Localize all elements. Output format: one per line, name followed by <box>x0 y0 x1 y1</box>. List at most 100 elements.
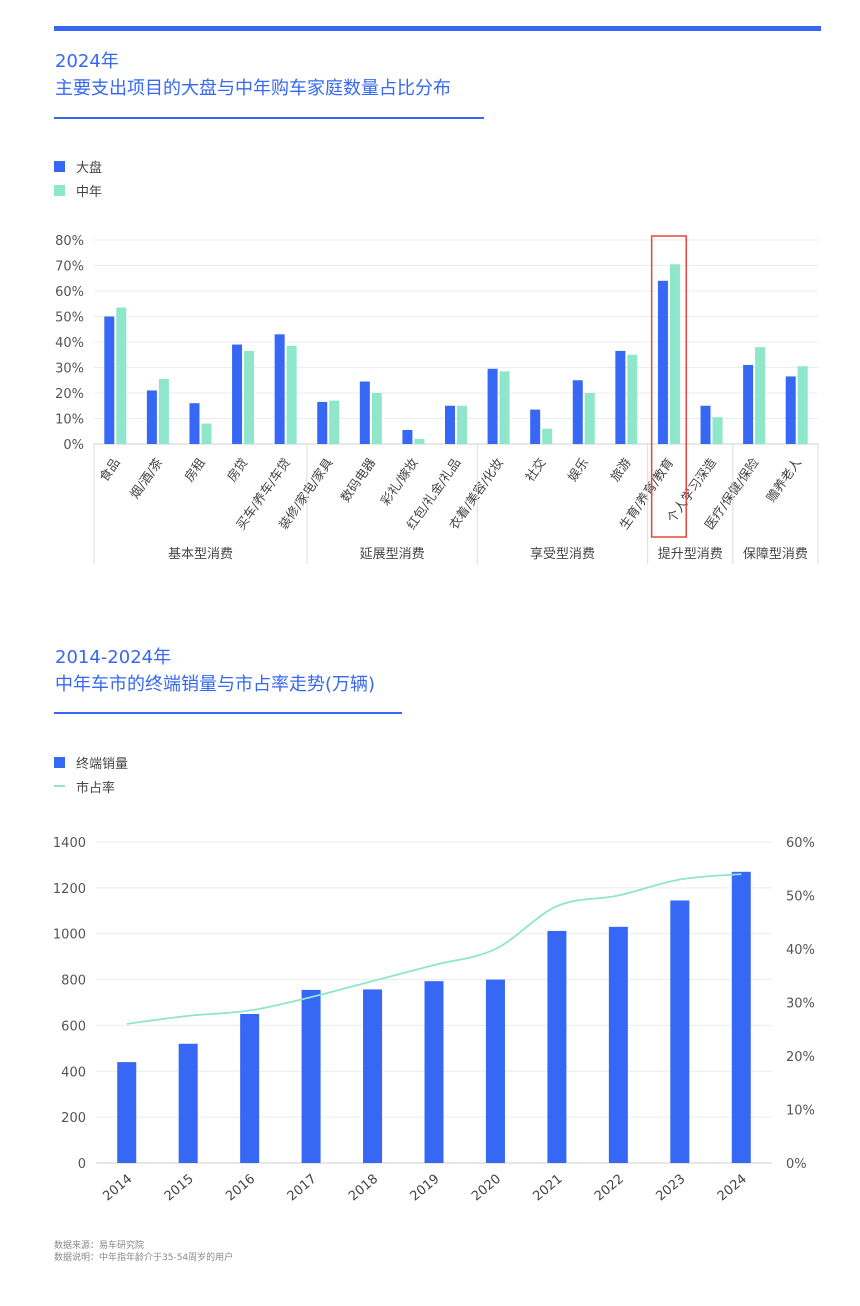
chart1-bar-zhongnian <box>286 345 297 444</box>
chart2-ytick-left-label: 200 <box>61 1111 86 1126</box>
chart1-bar-dapan <box>402 429 413 444</box>
chart1-bar-zhongnian <box>627 354 638 444</box>
chart1-title: 2024年 <box>55 51 119 72</box>
chart2-ytick-left-label: 1400 <box>53 836 86 851</box>
chart2-xtick-label: 2016 <box>223 1172 258 1205</box>
chart1-group-label: 享受型消费 <box>530 546 595 562</box>
chart1-bar-dapan <box>189 403 200 444</box>
legend-label-share: 市占率 <box>76 780 116 796</box>
chart2-xtick-label: 2019 <box>408 1172 443 1205</box>
top-accent-bar <box>54 26 821 31</box>
chart2-bar-sales <box>363 989 383 1163</box>
chart2-xtick-label: 2022 <box>592 1172 627 1205</box>
chart2-xtick-label: 2020 <box>469 1172 504 1205</box>
chart2-xtick-label: 2017 <box>285 1172 320 1205</box>
chart1-svg: 0%10%20%30%40%50%60%70%80%食品 烟/酒/茶 房租 房贷买车/… <box>55 234 819 564</box>
chart2-bar-sales <box>117 1062 137 1163</box>
chart2-ytick-left-label: 1200 <box>53 882 86 897</box>
chart1-bar-dapan <box>487 368 498 444</box>
chart1-ytick-label: 60% <box>55 285 84 300</box>
chart1-bar-zhongnian <box>116 307 127 444</box>
chart1-group-label: 提升型消费 <box>658 546 723 562</box>
chart1-title-underline <box>54 117 484 119</box>
legend-label-sales: 终端销量 <box>76 756 129 772</box>
chart1-bar-zhongnian <box>499 371 510 444</box>
chart2-legend: 终端销量 市占率 <box>54 750 128 798</box>
chart1-bar-dapan <box>445 405 455 444</box>
chart2-title-underline <box>54 712 402 714</box>
chart1-bar-dapan <box>615 350 626 444</box>
legend-item-zhongnian: 中年 <box>54 178 102 202</box>
legend-swatch-zhongnian <box>54 184 65 196</box>
chart2-bar-sales <box>240 1013 260 1163</box>
chart1-bar-zhongnian <box>712 417 723 444</box>
chart2-ytick-right-label: 30% <box>786 997 815 1012</box>
chart1-bar-zhongnian <box>329 400 340 444</box>
chart2-ytick-right-label: 0% <box>786 1157 807 1172</box>
chart1-highlight-box <box>650 235 687 538</box>
chart2-bar-sales <box>178 1043 198 1163</box>
chart1-legend: 大盘 中年 <box>54 154 102 202</box>
chart1-bar-dapan <box>317 401 328 444</box>
chart1-bar-zhongnian <box>414 438 425 444</box>
chart2-ytick-left-label: 1000 <box>53 928 86 943</box>
chart2-title: 2014-2024年 <box>55 647 172 668</box>
chart2-bar-sales <box>731 871 751 1163</box>
legend-swatch-sales <box>54 756 65 768</box>
legend-item-share: 市占率 <box>54 774 128 798</box>
chart1-bar-dapan <box>785 376 796 444</box>
chart1-ytick-label: 50% <box>55 311 84 326</box>
chart2-bar-sales <box>485 979 505 1163</box>
chart1-bar-dapan <box>232 344 243 444</box>
chart1-bar-dapan <box>572 380 583 444</box>
chart1-subtitle: 主要支出项目的大盘与中年购车家庭数量占比分布 <box>55 78 451 99</box>
chart1-bar-dapan <box>700 405 711 444</box>
chart1-title-block: 2024年 主要支出项目的大盘与中年购车家庭数量占比分布 <box>55 48 451 102</box>
chart1-bar-zhongnian <box>158 378 169 444</box>
chart2-bar-sales <box>301 989 321 1163</box>
chart1-group-label: 延展型消费 <box>360 547 425 562</box>
chart2-bar-sales <box>608 926 628 1163</box>
chart2-xtick-label: 2023 <box>653 1172 688 1205</box>
chart1-bar-zhongnian <box>542 428 553 444</box>
chart1-bar-dapan <box>146 390 157 444</box>
chart2-title-block: 2014-2024年 中年车市的终端销量与市占率走势(万辆) <box>55 644 375 698</box>
chart1-bar-dapan <box>359 381 370 444</box>
chart2-ytick-right-label: 20% <box>786 1050 815 1065</box>
chart1-ytick-label: 10% <box>55 413 84 428</box>
chart2-xtick-label: 2024 <box>715 1172 750 1205</box>
legend-label-zhongnian: 中年 <box>76 184 103 200</box>
chart1-bar-zhongnian <box>371 393 382 444</box>
chart1-bar-zhongnian <box>244 350 255 444</box>
chart1-bar-zhongnian <box>797 366 808 444</box>
chart1-group-label: 保障型消费 <box>743 547 808 562</box>
chart2-line-share <box>126 873 742 1025</box>
chart1-bar-dapan <box>657 280 668 444</box>
chart1-bar-zhongnian <box>201 423 212 444</box>
chart1-bar-zhongnian <box>584 393 595 444</box>
chart1-ytick-label: 80% <box>55 234 84 249</box>
chart2-svg: 0 200 400 600 800 1000 1200 1400 0% 10% 20% 30% 40% 5… <box>53 836 815 1205</box>
chart2-subtitle: 中年车市的终端销量与市占率走势(万辆) <box>55 674 376 695</box>
chart1-ytick-label: 40% <box>55 336 84 351</box>
legend-label-dapan: 大盘 <box>76 160 103 176</box>
chart2-xtick-label: 2021 <box>530 1172 565 1205</box>
legend-swatch-share <box>54 785 65 787</box>
chart1-ytick-label: 70% <box>55 260 84 275</box>
chart1-group-label: 基本型消费 <box>168 547 233 562</box>
chart1-ytick-label: 0% <box>63 438 84 453</box>
legend-item-dapan: 大盘 <box>54 154 102 178</box>
chart1-ytick-label: 30% <box>55 362 84 377</box>
chart1-bar-zhongnian <box>755 347 766 444</box>
chart1-bar-dapan <box>530 409 541 444</box>
chart2-ytick-left-label: 800 <box>61 974 86 989</box>
chart1-bar-dapan <box>743 364 754 444</box>
chart2-ytick-left-label: 0 <box>78 1157 86 1172</box>
legend-item-sales: 终端销量 <box>54 750 128 774</box>
chart2-ytick-right-label: 10% <box>786 1104 815 1119</box>
chart2-xtick-label: 2014 <box>100 1172 135 1205</box>
chart1-bar-zhongnian <box>457 405 467 444</box>
chart2-bar-sales <box>670 900 690 1163</box>
chart2-xtick-label: 2015 <box>162 1172 197 1205</box>
chart2-xtick-label: 2018 <box>346 1172 381 1205</box>
